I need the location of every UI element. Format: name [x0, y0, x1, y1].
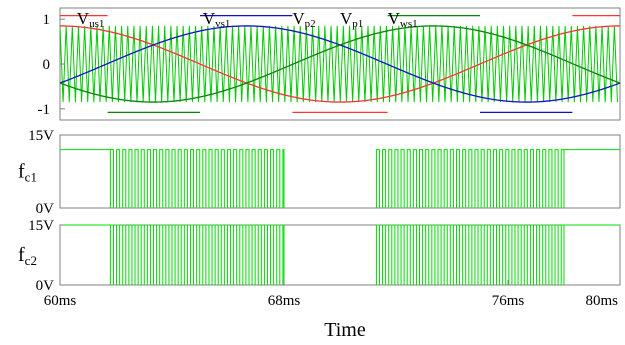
fc2-line: [60, 224, 620, 285]
fc1-wave: [60, 149, 620, 208]
y-tick-label: 0V: [36, 201, 55, 217]
y-tick-label: 0: [43, 57, 51, 73]
y-tick-label: -1: [38, 102, 51, 118]
x-tick-label: 60ms: [44, 293, 77, 309]
panel-fc2-frame: [59, 224, 621, 286]
y-tick-label: 15V: [28, 218, 54, 234]
x-tick-label: 80ms: [585, 293, 618, 309]
series-label-main: V: [388, 9, 401, 28]
fc1-name: fc1: [18, 161, 37, 185]
series-label-vs1: Vvs1: [203, 9, 231, 30]
series-label-main: V: [340, 9, 353, 28]
series-label-p1: Vp1: [340, 9, 363, 30]
y-tick-label: 1: [43, 12, 51, 28]
top-series-group: [59, 14, 621, 114]
panel-fc2: 15V 0V fc2: [18, 218, 621, 294]
x-tick-label: 76ms: [492, 293, 525, 309]
clamp-u: [60, 14, 620, 114]
series-label-main: V: [77, 9, 90, 28]
panel-name-sub: c2: [25, 253, 37, 268]
fc2-y-ticks: 15V 0V: [28, 218, 65, 294]
series-label-main: V: [292, 9, 305, 28]
series-label-p2: Vp2: [292, 9, 315, 30]
panel-fc1: 15V 0V fc1: [18, 128, 621, 217]
fc2-name-text: fc2: [18, 244, 37, 268]
fc1-name-text: fc1: [18, 161, 37, 185]
clamp-v: [200, 14, 573, 114]
series-label-sub: ws1: [400, 18, 418, 30]
series-label-sub: vs1: [215, 18, 230, 30]
series-label-main: V: [203, 9, 216, 28]
carrier-wave: [59, 25, 618, 103]
top-series-labels: Vus1 Vvs1 Vp2 Vp1 Vws1: [77, 9, 418, 30]
series-label-sub: p2: [305, 18, 316, 30]
panel-top: 10-1 Vus1 Vvs1 Vp2 Vp1 Vws1: [38, 7, 621, 121]
x-axis-title: Time: [324, 319, 366, 341]
fc1-line: [60, 149, 620, 208]
clamp-w: [107, 14, 480, 114]
x-tick-label: 68ms: [268, 293, 301, 309]
fc2-wave: [60, 224, 620, 285]
reference-w: [59, 25, 621, 103]
top-y-ticks: 1 0 -1: [38, 12, 65, 118]
y-tick-label: 0V: [36, 278, 55, 294]
fc2-name: fc2: [18, 244, 37, 268]
series-label-us1: Vus1: [77, 9, 105, 30]
panel-name-main: f: [18, 244, 25, 266]
series-label-ws1: Vws1: [388, 9, 418, 30]
series-label-sub: us1: [89, 18, 104, 30]
panel-name-sub: c1: [25, 170, 37, 185]
x-axis-ticks: 60ms 68ms 76ms 80ms: [44, 280, 621, 309]
y-tick-label: 15V: [28, 128, 54, 144]
series-label-sub: p1: [352, 18, 363, 30]
panel-fc1-frame: [59, 134, 621, 209]
fc1-y-ticks: 15V 0V: [28, 128, 65, 217]
panel-name-main: f: [18, 161, 25, 183]
carrier-line: [59, 25, 618, 103]
